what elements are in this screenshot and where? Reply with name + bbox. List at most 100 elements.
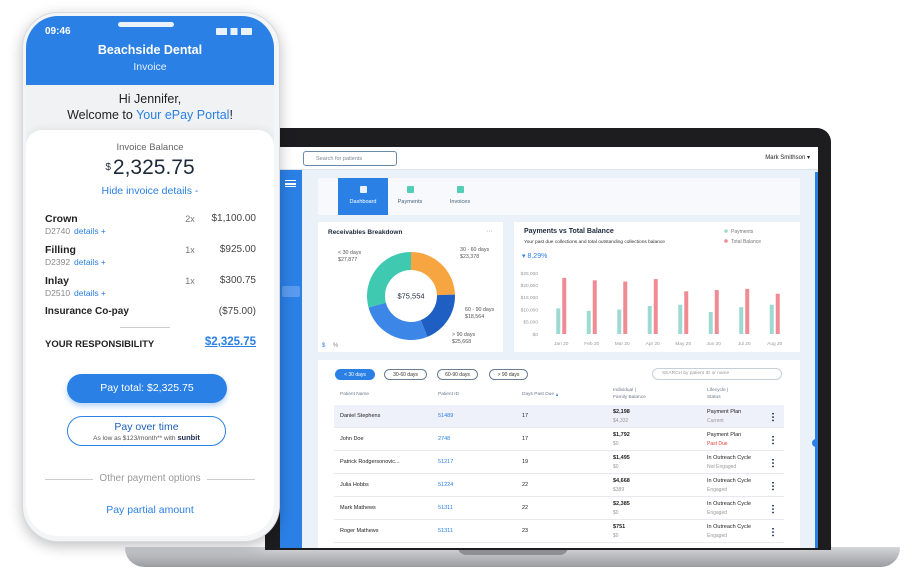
search-box[interactable]: Search for patients — [303, 151, 397, 166]
table-row[interactable] — [334, 497, 784, 520]
item-qty: 1x — [185, 244, 195, 255]
slice-value: $23,378 — [460, 254, 479, 260]
y-tick-label: $20,000 — [521, 283, 539, 289]
tab-active[interactable] — [338, 178, 388, 215]
sidebar — [280, 170, 302, 548]
tab-label[interactable]: Dashboard — [349, 198, 377, 205]
chart-subtitle: Your past due collections and total outs… — [524, 239, 665, 245]
pay-over-time-button[interactable]: Pay over time As low as $123/month** with… — [67, 416, 226, 446]
row-menu[interactable] — [772, 434, 774, 445]
search-placeholder: Search for patients — [316, 155, 363, 162]
y-tick-label: $15,000 — [521, 295, 539, 301]
table-search[interactable]: SEARCH by patient ID or name — [652, 368, 782, 380]
laptop-base — [125, 547, 900, 567]
bar — [775, 293, 780, 334]
filter-pill[interactable]: > 90 days — [489, 369, 528, 380]
details-link[interactable]: details + — [74, 287, 106, 298]
bar — [769, 304, 774, 334]
pay-partial-link[interactable]: Pay partial amount — [106, 503, 194, 516]
table-row[interactable] — [334, 474, 784, 497]
bar — [745, 288, 750, 334]
responsibility-amount[interactable]: $2,325.75 — [204, 336, 256, 349]
row-menu[interactable] — [772, 503, 774, 514]
balance-amount: 2,325.75 — [112, 156, 195, 180]
column-header: Status — [707, 395, 721, 401]
hide-details-link[interactable]: Hide invoice details - — [101, 184, 199, 197]
lifecycle: Payment Plan — [707, 409, 742, 416]
row-menu[interactable] — [772, 480, 774, 491]
details-link[interactable]: details + — [74, 225, 106, 236]
sort-arrow — [556, 393, 558, 396]
tab-label[interactable]: Payments — [397, 198, 423, 205]
slice-value: $27,877 — [338, 257, 357, 263]
patient-id[interactable]: 51311 — [438, 528, 453, 535]
patient-id[interactable]: 51217 — [438, 459, 454, 466]
filter-label: > 90 days — [497, 371, 520, 378]
invoice-card — [26, 130, 274, 536]
welcome-end: ! — [229, 107, 233, 122]
row-menu[interactable] — [772, 457, 774, 468]
change-indicator: ▾ 8.29% — [522, 253, 547, 260]
individual-balance: $2,385 — [613, 501, 630, 508]
family-balance: $389 — [613, 486, 625, 493]
status: Engaged — [707, 486, 728, 493]
charts: Receivables Breakdown ··· $75,554 < 30 days… — [322, 228, 783, 349]
donut-slice — [367, 252, 411, 308]
bar — [678, 304, 683, 334]
button-label: Pay over time — [114, 420, 179, 433]
individual-balance: $1,495 — [613, 455, 630, 462]
balance-label: Invoice Balance — [116, 142, 184, 154]
item-code: D2510 — [45, 287, 71, 298]
x-tick-label: Jun 20 — [707, 341, 722, 347]
table-row[interactable] — [334, 428, 784, 451]
menu-icon[interactable] — [285, 180, 296, 187]
table-row[interactable] — [334, 451, 784, 474]
table-card — [318, 360, 800, 548]
item-amount: $925.00 — [219, 244, 256, 255]
lifecycle: In Outreach Cycle — [707, 478, 752, 485]
welcome-text: Welcome to — [67, 107, 137, 122]
more-menu: ··· — [486, 228, 493, 235]
status: Engaged — [707, 509, 728, 516]
details-link[interactable]: details + — [74, 256, 106, 267]
portal-link[interactable]: Your ePay Portal — [136, 107, 230, 122]
slice-label: < 30 days — [338, 250, 361, 256]
user-name[interactable]: Mark Smithson ▾ — [765, 155, 810, 162]
slice-value: $18,564 — [465, 314, 484, 320]
row-menu[interactable] — [772, 526, 774, 537]
family-balance: $0 — [613, 509, 619, 516]
patient-id[interactable]: 2748 — [438, 436, 451, 443]
item-qty: 2x — [185, 213, 195, 224]
filter-pill[interactable]: 30-60 days — [384, 369, 427, 380]
patient-name: Mark Mathews — [340, 505, 376, 512]
x-tick-label: Jan 20 — [554, 341, 569, 347]
item-name: Crown — [45, 212, 78, 225]
table-row[interactable] — [334, 520, 784, 543]
days-past-due: 23 — [522, 528, 529, 535]
balance-line: $2,325.75 — [105, 155, 194, 180]
tab-label[interactable]: Invoices — [449, 198, 471, 205]
family-balance: $4,332 — [613, 417, 629, 424]
filter-label: 30-60 days — [393, 371, 418, 378]
lifecycle: In Outreach Cycle — [707, 501, 752, 508]
y-tick-label: $25,000 — [521, 271, 539, 277]
header-subtitle: Invoice — [133, 60, 167, 73]
status: Not Engaged — [707, 463, 737, 470]
column-header: Individual | — [613, 388, 636, 394]
days-past-due: 17 — [522, 436, 529, 443]
patient-id[interactable]: 51224 — [438, 482, 454, 489]
patient-id[interactable]: 51489 — [438, 413, 454, 420]
pay-total-button[interactable]: Pay total: $2,325.75 — [67, 374, 227, 403]
filter-pill[interactable]: < 30 days — [335, 369, 375, 380]
patient-id[interactable]: 51311 — [438, 505, 453, 512]
filter-pill[interactable]: 60-90 days — [437, 369, 478, 380]
days-past-due: 17 — [522, 413, 529, 420]
responsibility-label: YOUR RESPONSIBILITY — [45, 339, 155, 351]
patient-name: John Doe — [340, 436, 364, 443]
row-menu[interactable] — [772, 411, 774, 422]
laptop-screen: Search for patients Mark Smithson ▾ Dashbo… — [280, 147, 818, 548]
status: Past Due — [707, 440, 728, 447]
y-tick-label: $10,000 — [521, 307, 539, 313]
table-row[interactable] — [334, 405, 784, 428]
item-amount: $1,100.00 — [211, 213, 257, 224]
